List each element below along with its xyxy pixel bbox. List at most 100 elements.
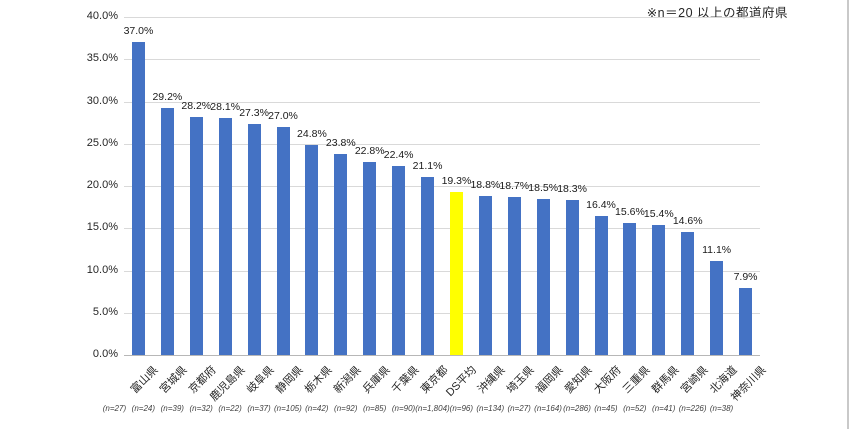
sample-size-label: (n=22) [218,404,242,413]
bar [131,42,145,355]
right-border-line [847,0,849,429]
sample-size-label: (n=286) [563,404,591,413]
bar [189,116,203,355]
sample-size-label: (n=92) [334,404,358,413]
y-axis-tick-label: 40.0% [86,10,118,22]
bar-value-label: 15.4% [643,207,674,220]
sample-size-label: (n=39) [160,404,184,413]
bar [276,126,290,355]
sample-size-label: (n=226) [678,404,707,413]
sample-size-label: (n=42) [305,404,329,413]
y-gridline [124,228,760,230]
bar [363,162,377,355]
sample-size-label: (n=85) [362,404,387,413]
sample-size-label: (n=32) [189,404,213,413]
x-axis-category-label: 宮崎県 [678,364,711,396]
x-axis-category-label: 兵庫県 [360,364,393,396]
bar-value-label: 15.6% [615,206,645,219]
y-axis-tick-label: 15.0% [86,221,118,234]
y-gridline [124,186,760,187]
bar [478,196,492,355]
x-axis-category-label: 大阪府 [591,364,624,396]
bar [565,200,579,355]
sample-size-label: (n=27) [507,404,531,413]
x-axis-line [124,355,760,356]
sample-size-label: (n=105) [274,404,302,413]
x-axis-category-label: 岐阜県 [244,364,277,396]
x-axis-category-label: 福岡県 [533,364,566,396]
bar-value-label: 11.1% [702,244,732,257]
x-axis-category-label: 静岡県 [273,364,306,396]
y-axis-tick-label: 25.0% [86,136,118,149]
y-axis-tick-label: 0.0% [92,348,118,360]
x-axis-category-label: 宮城県 [158,364,190,396]
x-axis-category-label: DS平均 [444,364,480,399]
bar-value-label: 22.8% [354,145,385,158]
bar [507,196,521,355]
y-gridline [124,101,760,103]
bar-value-label: 28.1% [210,100,241,113]
y-gridline [124,17,760,18]
bar [652,224,666,355]
bar [594,216,608,355]
bar-value-label: 27.0% [268,109,298,122]
sample-size-label: (n=37) [247,404,271,413]
bar-value-label: 22.4% [383,148,414,161]
x-axis-category-label: 富山県 [129,364,162,396]
sample-size-label: (n=27) [102,404,127,413]
bar-value-label: 19.3% [441,174,472,187]
sample-size-label: (n=134) [476,404,505,413]
bar [536,198,550,355]
y-axis-tick-label: 10.0% [86,263,118,276]
bar [305,145,319,355]
bar-value-label: 29.2% [152,91,183,104]
chart-note: ※n＝20 以上の都道府県 [646,6,788,20]
x-axis-category-label: 新潟県 [331,364,364,396]
bar-value-label: 18.5% [528,181,559,194]
sample-size-label: (n=96) [449,404,474,413]
y-axis-tick-label: 20.0% [86,179,118,191]
bar-value-label: 21.1% [412,159,443,172]
bar-value-label: 18.8% [470,179,501,192]
bar-value-label: 18.7% [499,179,530,192]
x-axis-category-label: 埼玉県 [505,364,537,396]
x-axis-category-label: 愛知県 [562,364,595,396]
bar-value-label: 18.3% [557,183,587,196]
sample-size-label: (n=164) [534,404,562,413]
bar-value-label: 27.3% [239,107,269,120]
bar [392,165,406,355]
bar-value-label: 14.6% [672,214,703,227]
sample-size-label: (n=38) [709,404,734,413]
y-gridline [124,270,760,272]
y-axis-tick-label: 30.0% [86,94,118,107]
y-gridline [124,312,760,314]
bar-value-label: 37.0% [123,25,154,38]
y-gridline [124,143,760,145]
sample-size-label: (n=52) [623,404,647,413]
bar [247,124,261,355]
bar-value-label: 24.8% [297,128,327,141]
bar [160,108,174,355]
sample-size-label: (n=1,804) [415,404,450,413]
bar [623,223,637,355]
y-axis-tick-label: 35.0% [86,52,118,65]
bar [739,288,753,355]
sample-size-label: (n=90) [391,404,416,413]
sample-size-label: (n=41) [652,404,676,413]
x-axis-category-label: 沖縄県 [476,364,508,396]
sample-size-label: (n=24) [131,404,156,413]
bar [710,261,724,355]
x-axis-category-label: 千葉県 [389,364,422,396]
bar-highlighted [449,191,463,355]
x-axis-category-label: 群馬県 [649,364,682,396]
y-axis-tick-label: 5.0% [92,305,118,318]
bar-value-label: 23.8% [325,136,356,149]
bar-value-label: 7.9% [733,271,758,284]
bar [218,117,232,355]
bar [334,153,348,355]
bar [421,176,435,355]
y-gridline [124,59,760,61]
x-axis-category-label: 三重県 [620,364,653,396]
x-axis-category-label: 栃木県 [302,364,335,396]
